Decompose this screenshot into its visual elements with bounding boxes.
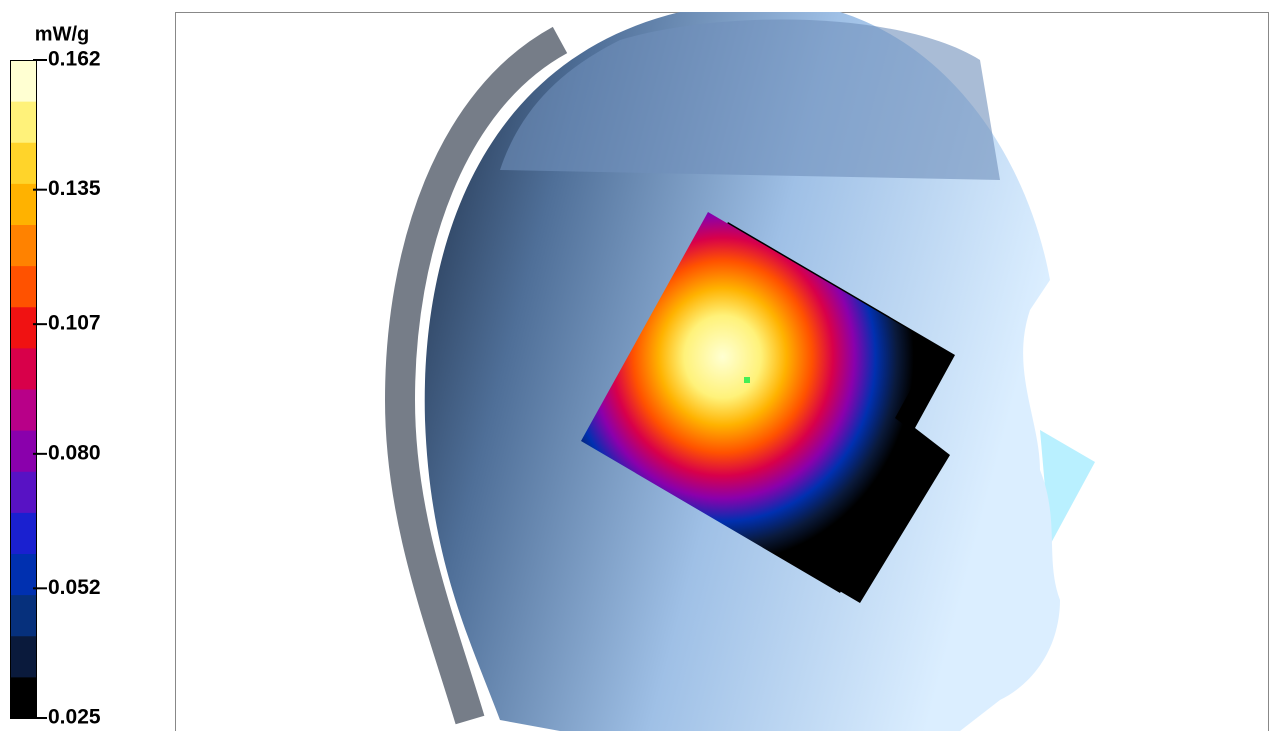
tick-label: 0.135 [48,177,101,200]
colorbar-band [10,471,37,513]
colorbar-band [10,389,37,431]
colorbar-band [10,224,37,267]
colorbar-frame [10,60,37,719]
colorbar-band [10,60,37,102]
colorbar-band [10,553,37,596]
tick-label: 0.162 [48,48,101,71]
colorbar-band [10,430,37,472]
colorbar-band [10,594,37,637]
colorbar-band [10,101,37,143]
colorbar-band [10,265,37,308]
tick-label: 0.080 [48,441,101,464]
colorbar-band [10,183,37,225]
tick-label: 0.052 [48,576,101,599]
colorbar-band [10,512,37,554]
colorbar-band [10,347,37,390]
unit-label: mW/g [35,23,89,45]
colorbar-band [10,142,37,184]
tick-label: 0.025 [48,706,101,729]
sar-scan [581,212,955,603]
colorbar-band [10,676,37,719]
tick-label: 0.107 [48,312,101,335]
colorbar-band [10,306,37,349]
colorbar-band [10,635,37,678]
